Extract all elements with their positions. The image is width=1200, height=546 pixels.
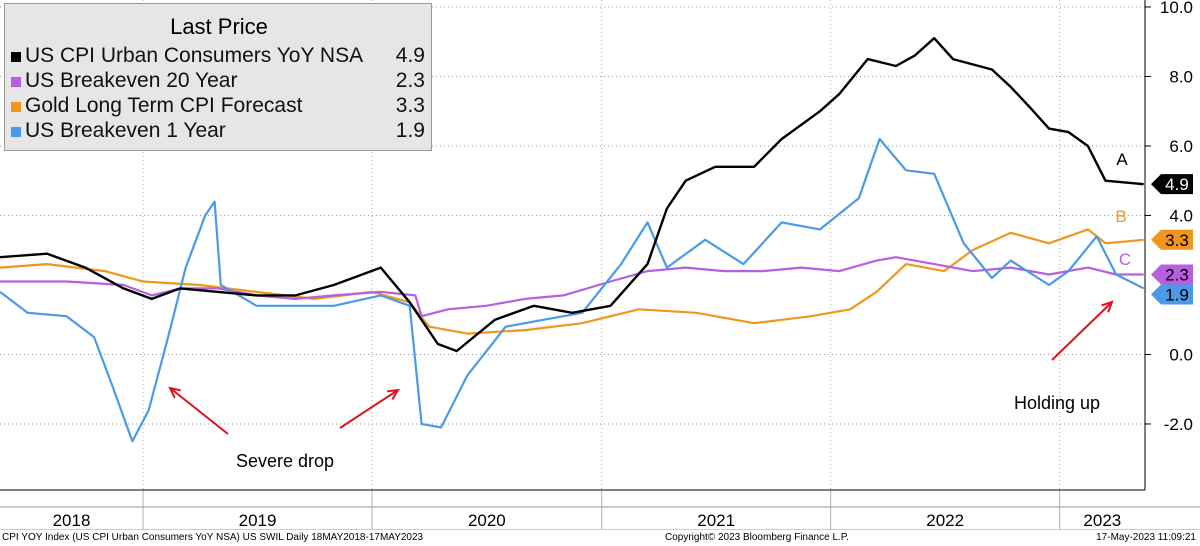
- legend-entry-gold: Gold Long Term CPI Forecast 3.3: [11, 94, 425, 118]
- annotation-text: Holding up: [1014, 393, 1100, 413]
- legend-value-be1: 1.9: [395, 119, 425, 142]
- y-tick-label: 10.0: [1160, 0, 1193, 17]
- last-value-tag-bg: [1151, 174, 1193, 195]
- legend-value-be20: 2.3: [395, 69, 425, 92]
- legend-title: Last Price: [170, 14, 268, 39]
- arrow-shaft: [1051, 301, 1113, 361]
- series-tag-label: A: [1116, 150, 1128, 169]
- legend-swatch-cpi: [11, 52, 21, 62]
- legend-value-cpi: 4.9: [395, 44, 425, 67]
- y-tick-label: 6.0: [1169, 137, 1193, 156]
- series-tag-label: B: [1115, 207, 1126, 226]
- last-value-tag-bg: [1151, 284, 1193, 305]
- legend-swatch-be1: [11, 127, 21, 137]
- series-line-3: [0, 137, 1145, 443]
- arrow-head: [386, 388, 400, 400]
- last-value-tag: 1.9: [1151, 284, 1193, 305]
- annotation-text: Severe drop: [236, 451, 334, 471]
- footer-source: CPI YOY Index (US CPI Urban Consumers Yo…: [2, 532, 424, 543]
- legend-entry-cpi: US CPI Urban Consumers YoY NSA 4.9: [11, 44, 425, 68]
- series-line-1: [0, 256, 1144, 318]
- legend-label-be20: US Breakeven 20 Year: [25, 69, 238, 92]
- x-tick-label: 2023: [1083, 511, 1121, 530]
- legend-swatch-be20: [11, 77, 21, 87]
- y-tick-label: -2.0: [1164, 415, 1193, 434]
- annotation-arrow: [168, 386, 229, 435]
- legend-entry-be1: US Breakeven 1 Year 1.9: [11, 119, 425, 143]
- legend-swatch-gold: [11, 102, 21, 112]
- last-value-tag-bg: [1151, 264, 1193, 285]
- last-value-tag-label: 1.9: [1165, 286, 1189, 305]
- legend-entry-be20: US Breakeven 20 Year 2.3: [11, 69, 425, 93]
- footer-copyright: Copyright© 2023 Bloomberg Finance L.P.: [665, 532, 849, 543]
- last-value-tag-label: 2.3: [1165, 266, 1189, 285]
- y-tick-label: 4.0: [1169, 206, 1193, 225]
- series-line-0: [0, 37, 1144, 353]
- line-chart: 10.0 8.0 6.0 4.0 0.0 -2.0 2018 2019 2020 2021 2022…: [0, 0, 1200, 530]
- legend-label-be1: US Breakeven 1 Year: [25, 119, 226, 142]
- legend-label-cpi: US CPI Urban Consumers YoY NSA: [25, 44, 364, 67]
- last-value-tag-bg: [1151, 229, 1193, 250]
- annotation-arrow: [1051, 300, 1114, 361]
- legend-value-gold: 3.3: [395, 94, 425, 117]
- footer: CPI YOY Index (US CPI Urban Consumers Yo…: [0, 530, 1200, 546]
- arrow-shaft: [339, 389, 399, 429]
- last-value-tag: 3.3: [1151, 229, 1193, 250]
- last-value-tag-label: 4.9: [1165, 175, 1189, 194]
- legend: Last Price US CPI Urban Consumers YoY NS…: [4, 3, 432, 151]
- last-value-tag-label: 3.3: [1165, 231, 1189, 250]
- x-tick-label: 2018: [53, 511, 91, 530]
- last-value-tag: 2.3: [1151, 264, 1193, 285]
- annotation-arrow: [339, 388, 400, 429]
- legend-label-gold: Gold Long Term CPI Forecast: [25, 94, 303, 117]
- arrow-head: [168, 386, 181, 399]
- series-tag-label: C: [1119, 250, 1131, 269]
- x-tick-label: 2019: [239, 511, 277, 530]
- arrow-head: [1101, 300, 1114, 313]
- arrow-shaft: [169, 387, 229, 435]
- x-tick-label: 2022: [926, 511, 964, 530]
- y-tick-label: 0.0: [1169, 345, 1193, 364]
- y-tick-label: 8.0: [1169, 67, 1193, 86]
- series-line-2: [0, 228, 1144, 335]
- last-value-tag: 4.9: [1151, 174, 1193, 195]
- x-tick-label: 2020: [468, 511, 506, 530]
- footer-timestamp: 17-May-2023 11:09:21: [1096, 532, 1196, 543]
- x-tick-label: 2021: [697, 511, 735, 530]
